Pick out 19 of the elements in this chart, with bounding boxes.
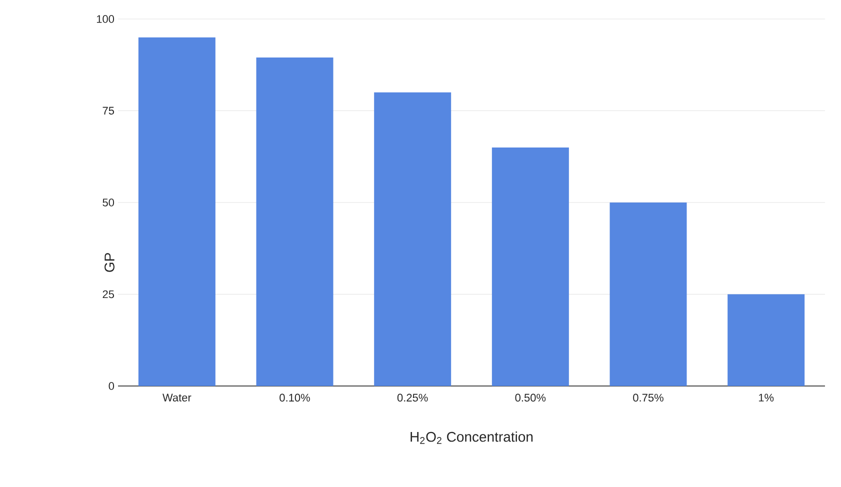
x-tick-label: 0.10% xyxy=(280,394,310,402)
bar xyxy=(256,58,334,386)
x-tick-label: 1% xyxy=(758,394,774,402)
x-axis-title: H$_{2}$O$_{2}$ Concentration xyxy=(410,432,533,444)
x-tick-label: 0.50% xyxy=(515,394,546,402)
bar xyxy=(492,147,569,386)
x-tick-label: 0.75% xyxy=(633,394,664,402)
bar xyxy=(374,92,452,386)
bar xyxy=(610,202,687,386)
y-tick-label: 50 xyxy=(102,198,114,206)
y-tick-label: 0 xyxy=(108,382,114,390)
y-tick-label: 25 xyxy=(102,290,114,298)
bar xyxy=(728,294,805,386)
x-tick-label: Water xyxy=(162,394,192,402)
y-tick-label: 100 xyxy=(96,15,114,23)
bar xyxy=(138,37,216,386)
y-tick-label: 75 xyxy=(102,106,114,115)
x-tick-label: 0.25% xyxy=(397,394,428,402)
y-axis-title: GP xyxy=(104,253,114,272)
